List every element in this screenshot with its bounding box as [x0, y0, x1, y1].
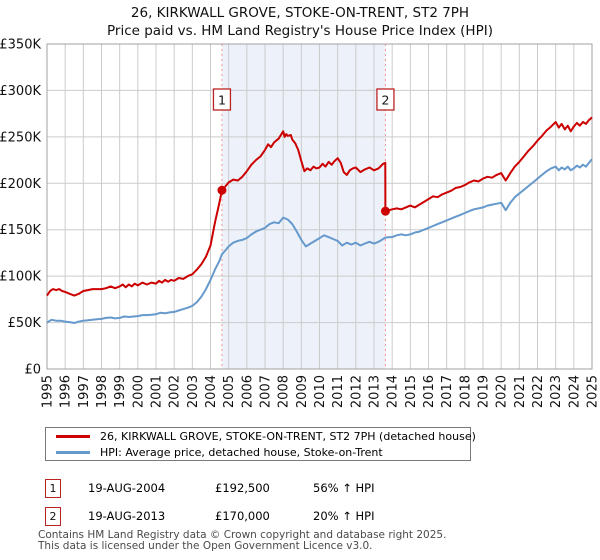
property-line-swatch	[56, 434, 90, 438]
x-tick-label: 2015	[404, 375, 419, 408]
transaction-2-price: £170,000	[215, 509, 270, 523]
x-tick-label: 2022	[531, 375, 546, 408]
transaction-2-date: 19-AUG-2013	[88, 509, 166, 523]
legend-item-hpi: HPI: Average price, detached house, Stok…	[46, 446, 470, 459]
sale-point-1	[217, 185, 227, 195]
x-tick-label: 2008	[277, 375, 292, 408]
license-footer: Contains HM Land Registry data © Crown c…	[38, 530, 446, 551]
x-tick-label: 2020	[495, 375, 510, 408]
y-tick-label: £100K	[0, 270, 41, 285]
x-tick-label: 2023	[549, 375, 564, 408]
x-tick-label: 2019	[477, 375, 492, 408]
x-tick-label: 2009	[295, 375, 310, 408]
hpi-line	[46, 158, 593, 324]
footer-line-2: This data is licensed under the Open Gov…	[38, 539, 373, 552]
page-subtitle: Price paid vs. HM Land Registry's House …	[107, 23, 493, 39]
x-tick-label: 1996	[59, 375, 74, 408]
ownership-shaded-span	[221, 44, 386, 369]
sale-label-1: 1	[218, 93, 226, 108]
x-tick-label: 2004	[204, 375, 219, 408]
x-tick-label: 2001	[150, 375, 165, 408]
plot-border	[46, 43, 593, 370]
x-tick-label: 1997	[77, 375, 92, 408]
x-tick-label: 2002	[168, 375, 183, 408]
transaction-row-1: 1 19-AUG-2004 £192,500 56% ↑ HPI	[0, 479, 600, 499]
sale-label-2: 2	[381, 93, 389, 108]
x-tick-label: 2014	[386, 375, 401, 408]
price-history-chart: 1 2 £0 £50K £100K £150K £200K £250K £300K £350K 19…	[0, 38, 600, 409]
x-tick-label: 1998	[95, 375, 110, 408]
sale-label-box-2	[376, 88, 395, 111]
transaction-row-2: 2 19-AUG-2013 £170,000 20% ↑ HPI	[0, 507, 600, 527]
x-tick-label: 2025	[586, 375, 600, 408]
transaction-1-date: 19-AUG-2004	[88, 481, 166, 495]
y-tick-label: £200K	[0, 177, 41, 192]
x-tick-label: 2007	[259, 375, 274, 408]
x-tick-label: 2003	[186, 375, 201, 408]
hpi-line-swatch	[56, 450, 90, 454]
x-tick-label: 2013	[368, 375, 383, 408]
y-tick-label: £150K	[0, 223, 41, 238]
footer-line-1: Contains HM Land Registry data © Crown c…	[38, 529, 447, 541]
x-tick-label: 2016	[422, 375, 437, 408]
y-tick-label: £0	[24, 363, 41, 378]
x-tick-label: 2021	[513, 375, 528, 408]
x-tick-label: 2017	[440, 375, 455, 408]
transaction-1-price: £192,500	[215, 481, 270, 495]
y-tick-label: £50K	[8, 316, 42, 331]
x-tick-label: 1999	[113, 375, 128, 408]
x-tick-label: 1995	[41, 375, 56, 408]
transaction-2-hpi-delta: 20% ↑ HPI	[313, 509, 375, 523]
transaction-1-hpi-delta: 56% ↑ HPI	[313, 481, 375, 495]
sale-point-2	[380, 206, 390, 216]
x-tick-label: 2018	[458, 375, 473, 408]
legend-label-hpi: HPI: Average price, detached house, Stok…	[100, 445, 383, 459]
transaction-2-marker: 2	[45, 507, 61, 526]
x-tick-label: 2011	[331, 375, 346, 408]
legend-item-property: 26, KIRKWALL GROVE, STOKE-ON-TRENT, ST2 …	[46, 430, 476, 443]
legend-label-property: 26, KIRKWALL GROVE, STOKE-ON-TRENT, ST2 …	[100, 429, 476, 443]
x-tick-label: 2012	[349, 375, 364, 408]
y-tick-label: £300K	[0, 84, 41, 99]
x-tick-label: 2010	[313, 375, 328, 408]
chart-legend: 26, KIRKWALL GROVE, STOKE-ON-TRENT, ST2 …	[45, 427, 476, 461]
x-tick-label: 2005	[222, 375, 237, 408]
property-price-line	[46, 116, 593, 297]
x-tick-label: 2006	[240, 375, 255, 408]
sale-label-box-1	[212, 88, 232, 111]
page-title: 26, KIRKWALL GROVE, STOKE-ON-TRENT, ST2 …	[130, 5, 470, 21]
x-tick-label: 2024	[567, 375, 582, 408]
transaction-1-marker: 1	[45, 479, 61, 498]
y-tick-label: £350K	[0, 38, 41, 53]
x-tick-label: 2000	[131, 375, 146, 408]
y-tick-label: £250K	[0, 130, 41, 145]
